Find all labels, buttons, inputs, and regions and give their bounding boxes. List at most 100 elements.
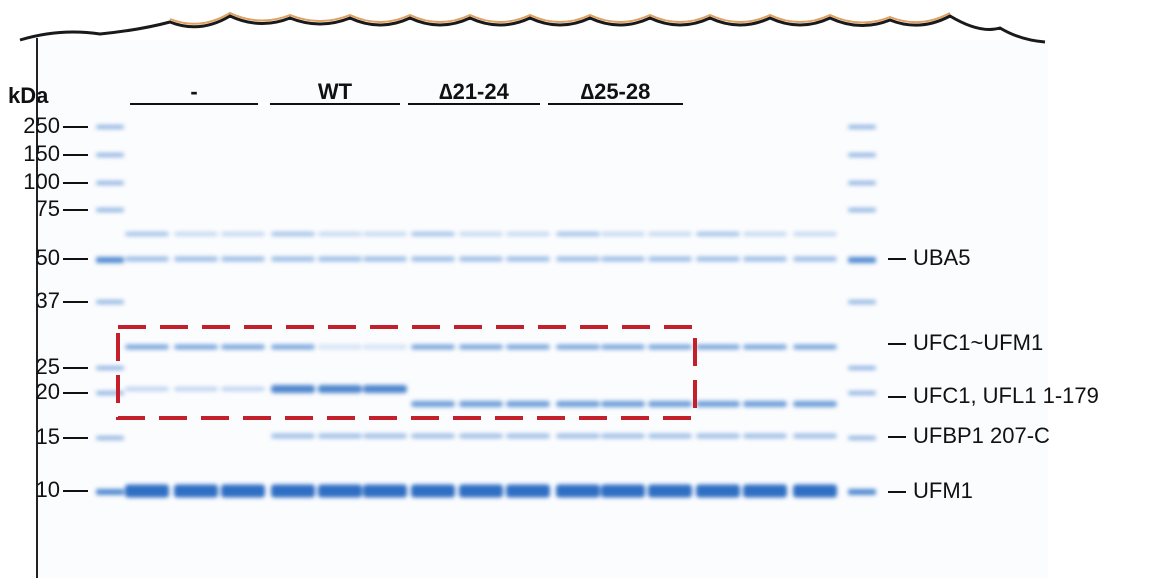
gel-band	[506, 344, 550, 350]
group-label: ∆21-24	[439, 79, 509, 104]
gel-band	[743, 256, 787, 262]
gel-band	[271, 433, 315, 439]
gel-band	[271, 232, 315, 236]
marker-label: 10	[36, 477, 60, 502]
marker-band	[848, 300, 876, 304]
gel-band	[696, 433, 740, 439]
gel-band	[411, 484, 455, 498]
gel-band	[174, 344, 218, 350]
group-label: -	[190, 79, 197, 104]
marker-band	[848, 125, 876, 129]
gel-band	[125, 344, 169, 350]
gel-band	[793, 433, 837, 439]
gel-bands	[96, 125, 876, 498]
gel-band	[506, 256, 550, 262]
gel-band	[271, 344, 315, 350]
gel-band	[793, 344, 837, 350]
gel-band	[363, 256, 407, 262]
gel-band	[601, 344, 645, 350]
gel-band	[411, 256, 455, 262]
marker-band	[96, 257, 124, 263]
gel-band	[556, 401, 600, 407]
gel-top-edge	[19, 14, 1046, 44]
gel-band	[459, 433, 503, 439]
marker-label: 50	[36, 245, 60, 270]
marker-band	[96, 125, 124, 129]
gel-band	[696, 344, 740, 350]
gel-band	[125, 484, 169, 498]
gel-band	[601, 484, 645, 498]
gel-band	[506, 232, 550, 236]
marker-label: 37	[36, 288, 60, 313]
gel-band	[793, 232, 837, 236]
gel-band	[221, 256, 265, 262]
gel-band	[696, 484, 740, 498]
gel-band	[743, 401, 787, 407]
gel-band	[648, 484, 692, 498]
gel-band	[648, 232, 692, 236]
gel-band	[459, 344, 503, 350]
gel-band	[125, 232, 169, 236]
gel-band	[459, 484, 503, 498]
gel-band	[363, 385, 407, 393]
gel-band	[318, 344, 362, 350]
gel-band	[648, 433, 692, 439]
gel-band	[601, 232, 645, 236]
marker-label: 75	[36, 196, 60, 221]
gel-band	[601, 401, 645, 407]
gel-band	[221, 344, 265, 350]
marker-label: 100	[23, 169, 60, 194]
marker-band	[848, 489, 876, 495]
gel-band	[459, 401, 503, 407]
gel-band	[174, 232, 218, 236]
marker-band	[848, 257, 876, 263]
gel-band	[411, 232, 455, 236]
gel-band	[459, 232, 503, 236]
marker-band	[96, 489, 124, 495]
gel-band	[174, 484, 218, 498]
band-label: UFM1	[913, 478, 973, 503]
marker-band	[96, 208, 124, 212]
gel-band	[556, 232, 600, 236]
gel-band	[363, 344, 407, 350]
gel-band	[271, 256, 315, 262]
gel-band	[221, 387, 265, 391]
gel-band	[459, 256, 503, 262]
gel-band	[696, 401, 740, 407]
gel-band	[506, 401, 550, 407]
gel-band	[318, 232, 362, 236]
gel-band	[363, 433, 407, 439]
gel-band	[125, 387, 169, 391]
gel-band	[411, 344, 455, 350]
marker-band	[848, 391, 876, 395]
gel-band	[743, 433, 787, 439]
gel-band	[648, 344, 692, 350]
gel-band	[506, 433, 550, 439]
unit-label: kDa	[8, 83, 49, 108]
gel-band	[793, 484, 837, 498]
band-label: UFC1~UFM1	[913, 330, 1043, 355]
marker-label: 15	[36, 424, 60, 449]
gel-band	[648, 256, 692, 262]
gel-band	[221, 484, 265, 498]
gel-band	[125, 256, 169, 262]
gel-band	[601, 256, 645, 262]
group-label: WT	[318, 79, 353, 104]
band-label: UFC1, UFL1 1-179	[913, 383, 1099, 408]
marker-label: 250	[23, 113, 60, 138]
marker-band	[96, 436, 124, 440]
gel-band	[743, 232, 787, 236]
gel-band	[411, 433, 455, 439]
gel-band	[271, 484, 315, 498]
gel-band	[556, 344, 600, 350]
gel-band	[363, 232, 407, 236]
gel-band	[221, 232, 265, 236]
gel-band	[174, 256, 218, 262]
gel-band	[793, 256, 837, 262]
marker-label: 20	[36, 379, 60, 404]
gel-band	[318, 433, 362, 439]
gel-band	[318, 256, 362, 262]
marker-band	[848, 181, 876, 185]
group-label: ∆25-28	[581, 79, 651, 104]
